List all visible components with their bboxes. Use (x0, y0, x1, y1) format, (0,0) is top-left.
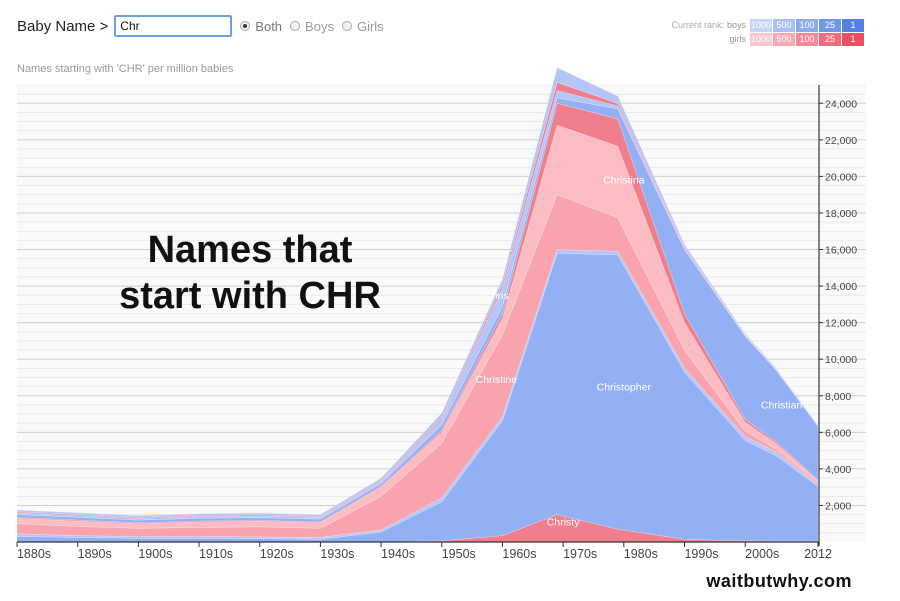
y-tick-label: 18,000 (825, 208, 857, 220)
y-tick-label: 20,000 (825, 171, 857, 183)
series-label-christina: Christina (603, 175, 645, 187)
x-tick-label: 1940s (381, 547, 415, 561)
y-tick-label: 2,000 (825, 500, 851, 512)
rank-cell-girls-1[interactable]: 1 (842, 32, 864, 46)
radio-dot-icon (290, 21, 301, 31)
y-tick-label: 10,000 (825, 354, 857, 366)
rank-cell-girls-1000[interactable]: 1000 (750, 32, 772, 46)
x-tick-label: 1900s (138, 547, 172, 561)
x-tick-label: 2012 (804, 547, 832, 561)
radio-girls[interactable]: Girls (341, 18, 384, 34)
overlay-title-line: Names that (147, 229, 353, 271)
area-series-christina (16, 67, 819, 518)
x-tick-label: 2000s (745, 547, 779, 561)
radio-both[interactable]: Both (240, 19, 282, 34)
y-tick-label: 6,000 (825, 427, 851, 439)
x-tick-label: 1960s (502, 547, 536, 561)
series-label-christine: Christine (476, 374, 518, 386)
y-tick-label: 24,000 (825, 98, 857, 110)
radio-label: Boys (305, 18, 334, 34)
rank-cell-girls-25[interactable]: 25 (819, 32, 841, 46)
rank-cell-boys-500[interactable]: 500 (773, 18, 795, 32)
chart-subtitle: Names starting with 'CHR' per million ba… (17, 63, 234, 75)
radio-boys[interactable]: Boys (290, 19, 334, 34)
x-tick-label: 1890s (78, 547, 112, 561)
series-label-christian: Christian (761, 400, 803, 412)
y-tick-label: 22,000 (825, 135, 857, 147)
y-tick-label: 14,000 (825, 281, 857, 293)
x-tick-label: 1980s (624, 547, 658, 561)
x-tick-label: 1990s (684, 547, 718, 561)
series-label-chris: Chris (484, 290, 509, 302)
radio-label: Both (255, 18, 283, 34)
rank-cell-girls-500[interactable]: 500 (773, 32, 795, 46)
overlay-title-line: start with CHR (119, 275, 381, 317)
x-tick-label: 1970s (563, 547, 597, 561)
rank-cell-boys-25[interactable]: 25 (819, 18, 841, 32)
name-search-input[interactable] (114, 15, 233, 37)
x-tick-label: 1880s (17, 547, 51, 561)
x-tick-label: 1950s (442, 547, 476, 561)
search-bar: Baby Name > Both Boys Girls (17, 13, 384, 39)
y-tick-label: 16,000 (825, 245, 857, 257)
rank-row-boys: Current rank: boys 1000 500 100 25 1 (671, 18, 864, 32)
y-tick-label: 12,000 (825, 318, 857, 330)
x-tick-label: 1920s (260, 547, 294, 561)
rank-legend-label: Current rank: (671, 20, 724, 30)
rank-cell-boys-1[interactable]: 1 (842, 18, 864, 32)
rank-gender-label: boys (726, 20, 746, 30)
overlay-title: Names that start with CHR (60, 227, 440, 319)
series-label-christopher: Christopher (597, 381, 652, 393)
radio-dot-icon (341, 21, 352, 31)
x-tick-label: 1910s (199, 547, 233, 561)
radio-dot-icon (240, 21, 251, 31)
rank-row-girls: girls 1000 500 100 25 1 (671, 32, 864, 46)
rank-cell-boys-1000[interactable]: 1000 (750, 18, 772, 32)
watermark: waitbutwhy.com (706, 571, 852, 591)
x-tick-label: 1930s (320, 547, 354, 561)
y-tick-label: 4,000 (825, 464, 851, 476)
y-tick-label: 8,000 (825, 391, 851, 403)
rank-cell-girls-100[interactable]: 100 (796, 32, 818, 46)
rank-legend: Current rank: boys 1000 500 100 25 1 gir… (671, 18, 864, 46)
rank-cell-boys-100[interactable]: 100 (796, 18, 818, 32)
series-label-christy: Christy (547, 517, 580, 529)
rank-gender-label: girls (729, 34, 746, 44)
app-title: Baby Name > (17, 17, 109, 35)
radio-label: Girls (356, 18, 384, 34)
